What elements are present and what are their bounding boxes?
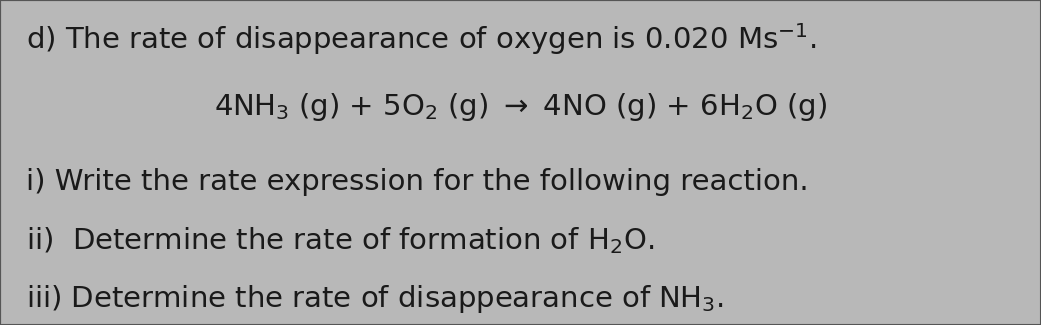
Text: 4NH$_3$ (g) + 5O$_2$ (g) $\rightarrow$ 4NO (g) + 6H$_2$O (g): 4NH$_3$ (g) + 5O$_2$ (g) $\rightarrow$ 4… xyxy=(214,91,827,123)
Text: d) The rate of disappearance of oxygen is 0.020 Ms$^{-1}$.: d) The rate of disappearance of oxygen i… xyxy=(26,21,816,57)
Text: i) Write the rate expression for the following reaction.: i) Write the rate expression for the fol… xyxy=(26,168,809,196)
Text: ii)  Determine the rate of formation of H$_2$O.: ii) Determine the rate of formation of H… xyxy=(26,225,655,256)
Text: iii) Determine the rate of disappearance of NH$_3$.: iii) Determine the rate of disappearance… xyxy=(26,283,723,315)
